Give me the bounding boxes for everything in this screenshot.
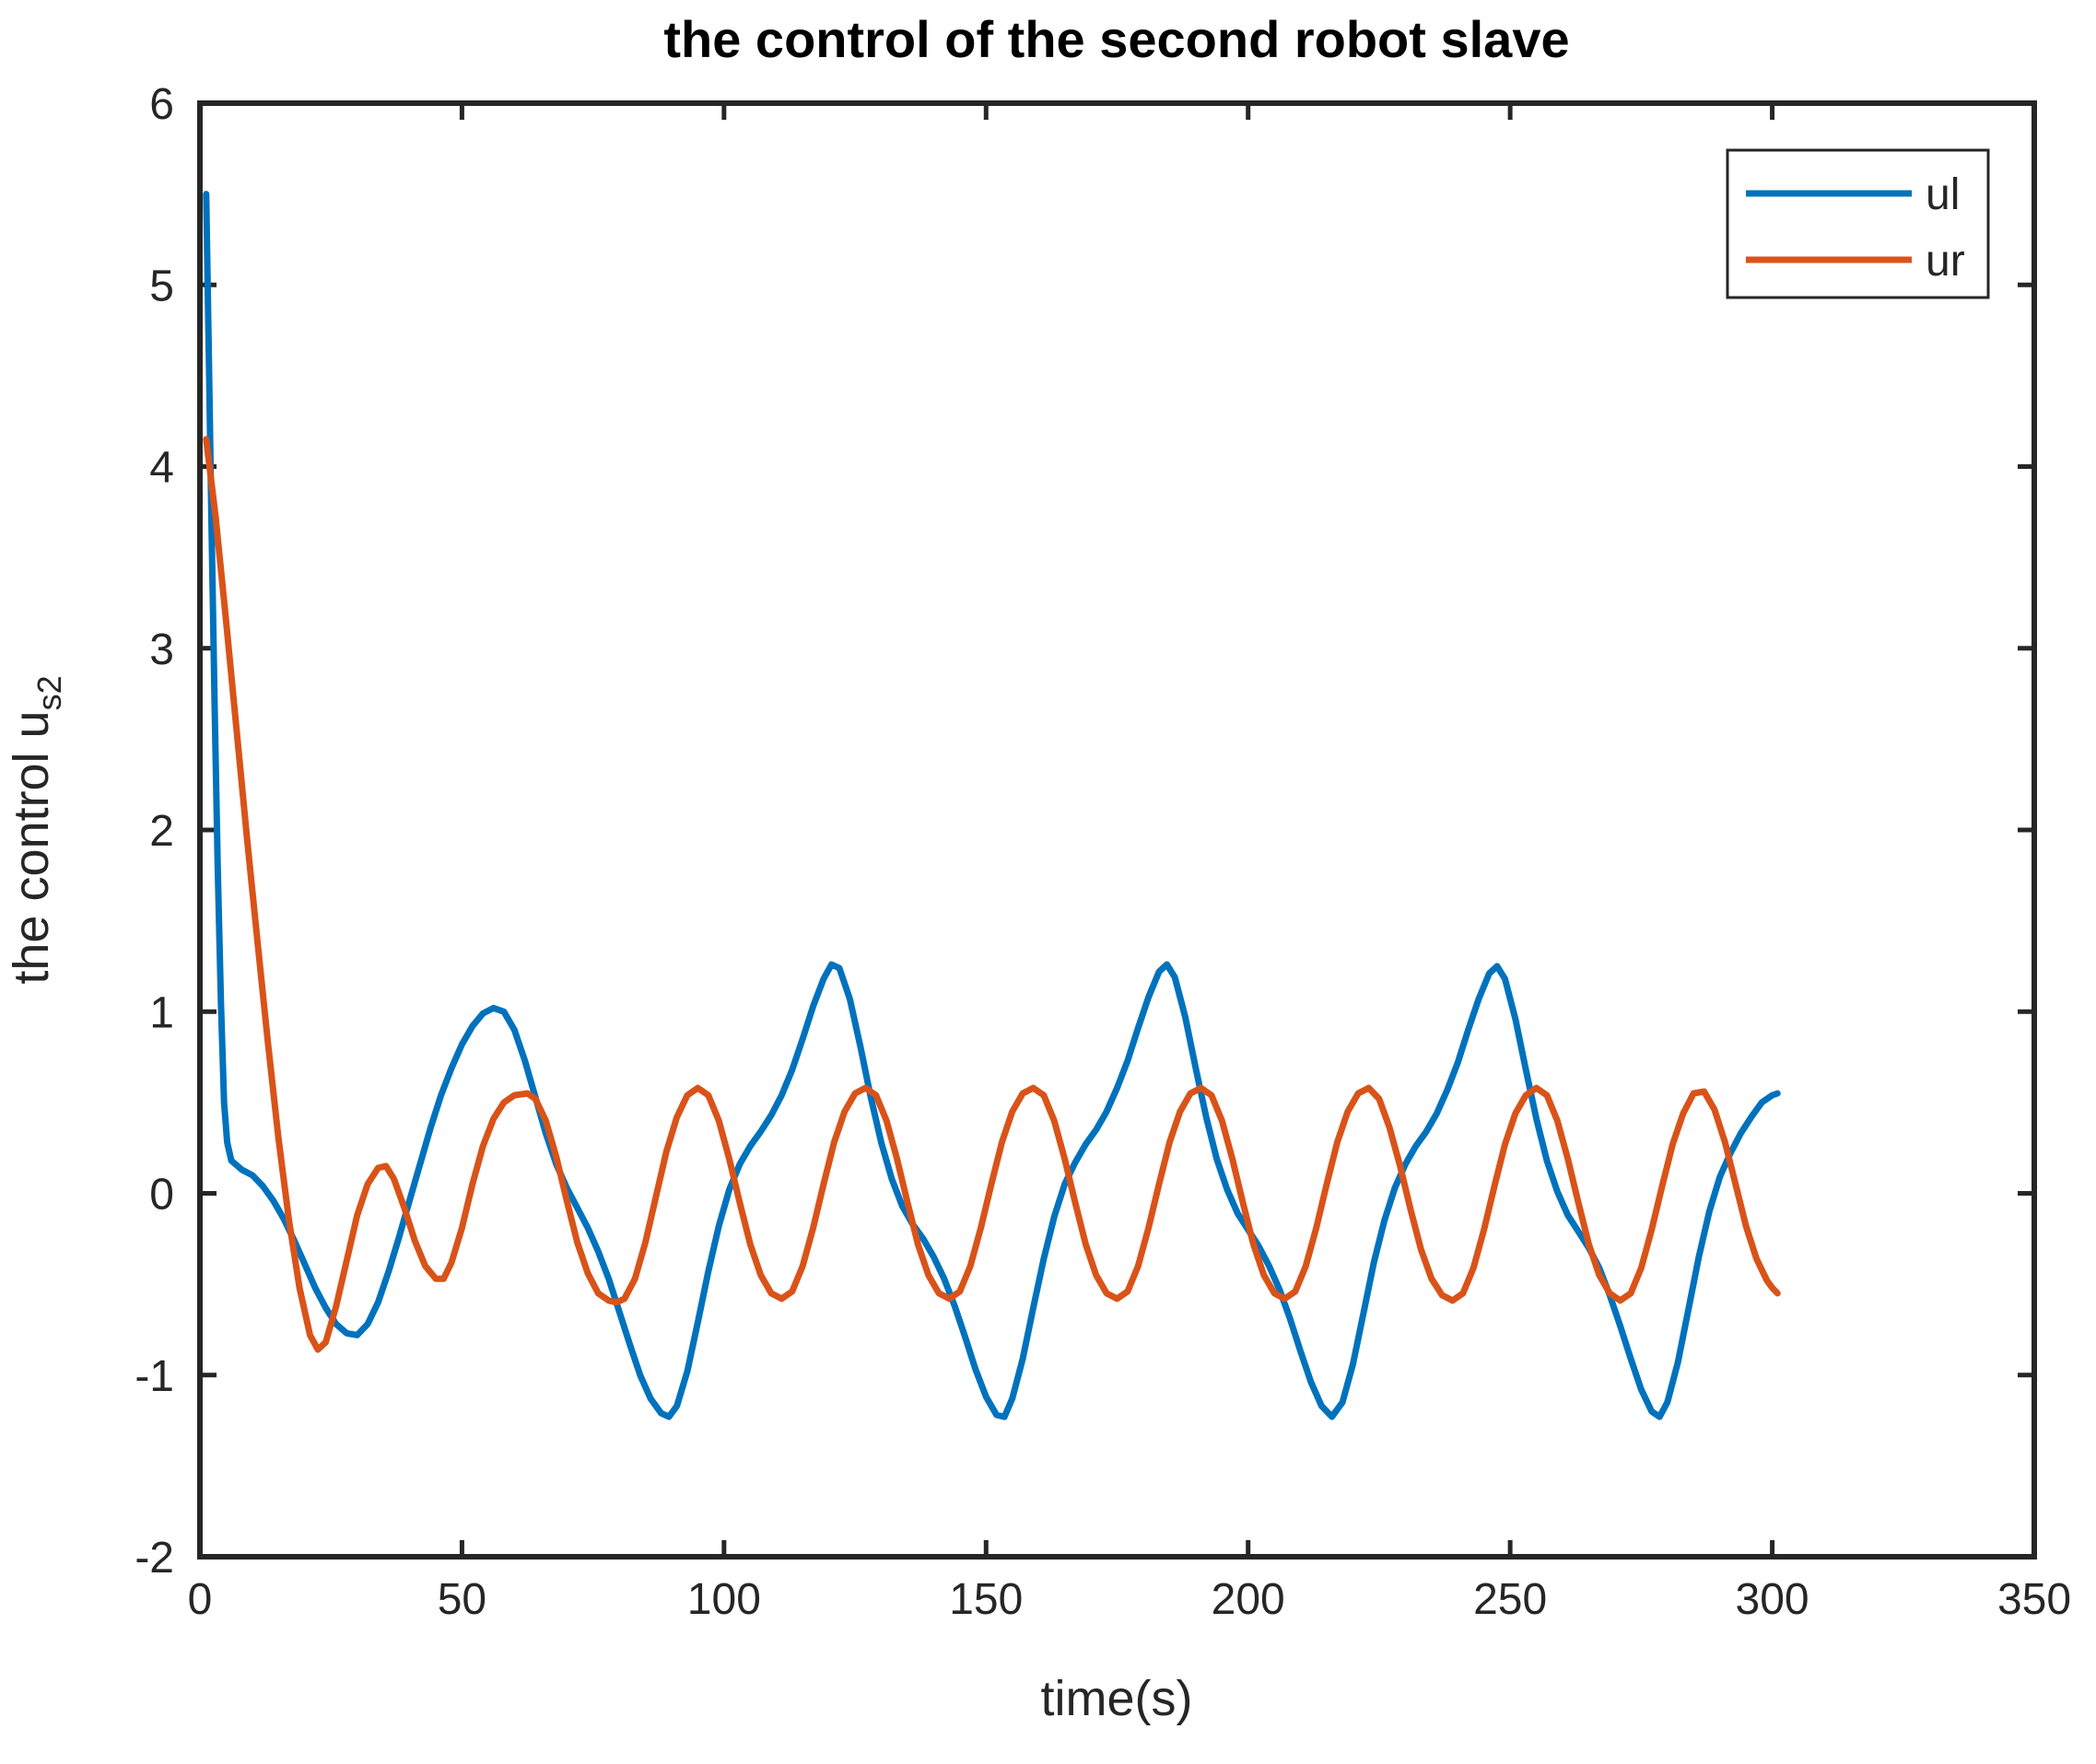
series-lines xyxy=(203,191,1781,1420)
y-tick-label: -1 xyxy=(135,1352,174,1401)
x-tick-label: 250 xyxy=(1473,1575,1547,1624)
y-tick-label: 4 xyxy=(149,444,174,493)
x-tick-label: 100 xyxy=(687,1575,761,1624)
x-tick-label: 200 xyxy=(1212,1575,1285,1624)
x-tick-label: 350 xyxy=(1997,1575,2071,1624)
y-axis-ticks: -2 -1 0 1 2 3 4 5 6 xyxy=(135,80,2034,1583)
series-line-ur xyxy=(203,436,1781,1353)
y-tick-label: 1 xyxy=(149,988,174,1037)
x-tick-label: 0 xyxy=(188,1575,213,1624)
legend-box xyxy=(1726,148,1990,299)
chart-title: the control of the second robot slave xyxy=(663,10,1569,68)
y-tick-label: 6 xyxy=(149,80,174,129)
x-tick-label: 300 xyxy=(1736,1575,1809,1624)
y-tick-label: 5 xyxy=(149,262,174,310)
y-axis-label-subscript: s2 xyxy=(30,675,68,710)
legend-label-ur: ur xyxy=(1926,237,1965,286)
x-axis-ticks: 0 50 100 150 200 250 300 350 xyxy=(188,103,2071,1624)
legend: ul ur xyxy=(1726,148,1990,299)
y-tick-label: 2 xyxy=(149,807,174,856)
y-axis-label-base: the control u xyxy=(4,710,59,984)
y-tick-label: -2 xyxy=(135,1534,174,1583)
plot-border xyxy=(197,100,2037,1560)
legend-label-ul: ul xyxy=(1926,170,1960,219)
x-tick-label: 50 xyxy=(438,1575,486,1624)
y-axis-label: the control us2 xyxy=(4,675,68,984)
y-tick-label: 3 xyxy=(149,625,174,674)
y-tick-label: 0 xyxy=(149,1171,174,1220)
series-line-ul xyxy=(203,191,1781,1420)
x-axis-label: time(s) xyxy=(1041,1671,1193,1726)
x-tick-label: 150 xyxy=(949,1575,1023,1624)
